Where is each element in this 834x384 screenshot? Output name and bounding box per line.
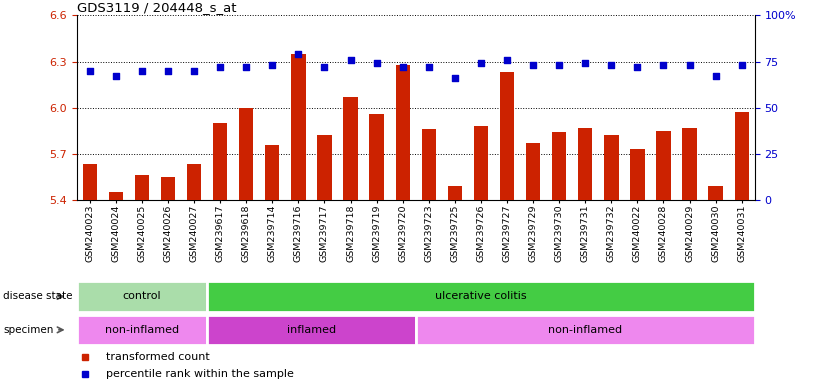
Text: inflamed: inflamed: [287, 325, 336, 335]
Point: [709, 73, 722, 79]
Point: [318, 64, 331, 70]
Point: [214, 64, 227, 70]
Bar: [415, 315, 755, 345]
Point: [500, 56, 514, 63]
Point: [83, 68, 97, 74]
Point: [422, 64, 435, 70]
Bar: [526, 143, 540, 200]
Bar: [369, 114, 384, 200]
Point: [188, 68, 201, 74]
Text: control: control: [123, 291, 161, 301]
Bar: [77, 281, 207, 311]
Point: [735, 62, 748, 68]
Text: disease state: disease state: [3, 291, 73, 301]
Bar: [735, 113, 749, 200]
Bar: [77, 315, 207, 345]
Bar: [422, 129, 436, 200]
Bar: [213, 123, 228, 200]
Point: [683, 62, 696, 68]
Bar: [187, 164, 201, 200]
Bar: [604, 136, 619, 200]
Bar: [161, 177, 175, 200]
Text: ulcerative colitis: ulcerative colitis: [435, 291, 527, 301]
Bar: [265, 145, 279, 200]
Bar: [708, 186, 723, 200]
Bar: [207, 281, 755, 311]
Text: GDS3119 / 204448_s_at: GDS3119 / 204448_s_at: [77, 1, 236, 14]
Bar: [291, 54, 305, 200]
Point: [135, 68, 148, 74]
Bar: [207, 315, 415, 345]
Bar: [317, 136, 332, 200]
Point: [657, 62, 671, 68]
Point: [526, 62, 540, 68]
Bar: [682, 128, 696, 200]
Point: [292, 51, 305, 57]
Point: [344, 56, 357, 63]
Text: transformed count: transformed count: [106, 352, 209, 362]
Point: [475, 60, 488, 66]
Point: [631, 64, 644, 70]
Point: [109, 73, 123, 79]
Bar: [239, 108, 254, 200]
Bar: [448, 186, 462, 200]
Text: non-inflamed: non-inflamed: [105, 325, 179, 335]
Bar: [578, 128, 592, 200]
Point: [370, 60, 384, 66]
Bar: [474, 126, 488, 200]
Bar: [83, 164, 97, 200]
Text: specimen: specimen: [3, 325, 53, 335]
Text: non-inflamed: non-inflamed: [548, 325, 622, 335]
Text: percentile rank within the sample: percentile rank within the sample: [106, 369, 294, 379]
Point: [396, 64, 409, 70]
Point: [605, 62, 618, 68]
Bar: [135, 175, 149, 200]
Bar: [656, 131, 671, 200]
Bar: [344, 97, 358, 200]
Bar: [552, 132, 566, 200]
Bar: [395, 65, 409, 200]
Point: [448, 75, 461, 81]
Point: [239, 64, 253, 70]
Bar: [631, 149, 645, 200]
Bar: [108, 192, 123, 200]
Point: [552, 62, 565, 68]
Bar: [500, 72, 515, 200]
Point: [161, 68, 174, 74]
Point: [579, 60, 592, 66]
Point: [266, 62, 279, 68]
